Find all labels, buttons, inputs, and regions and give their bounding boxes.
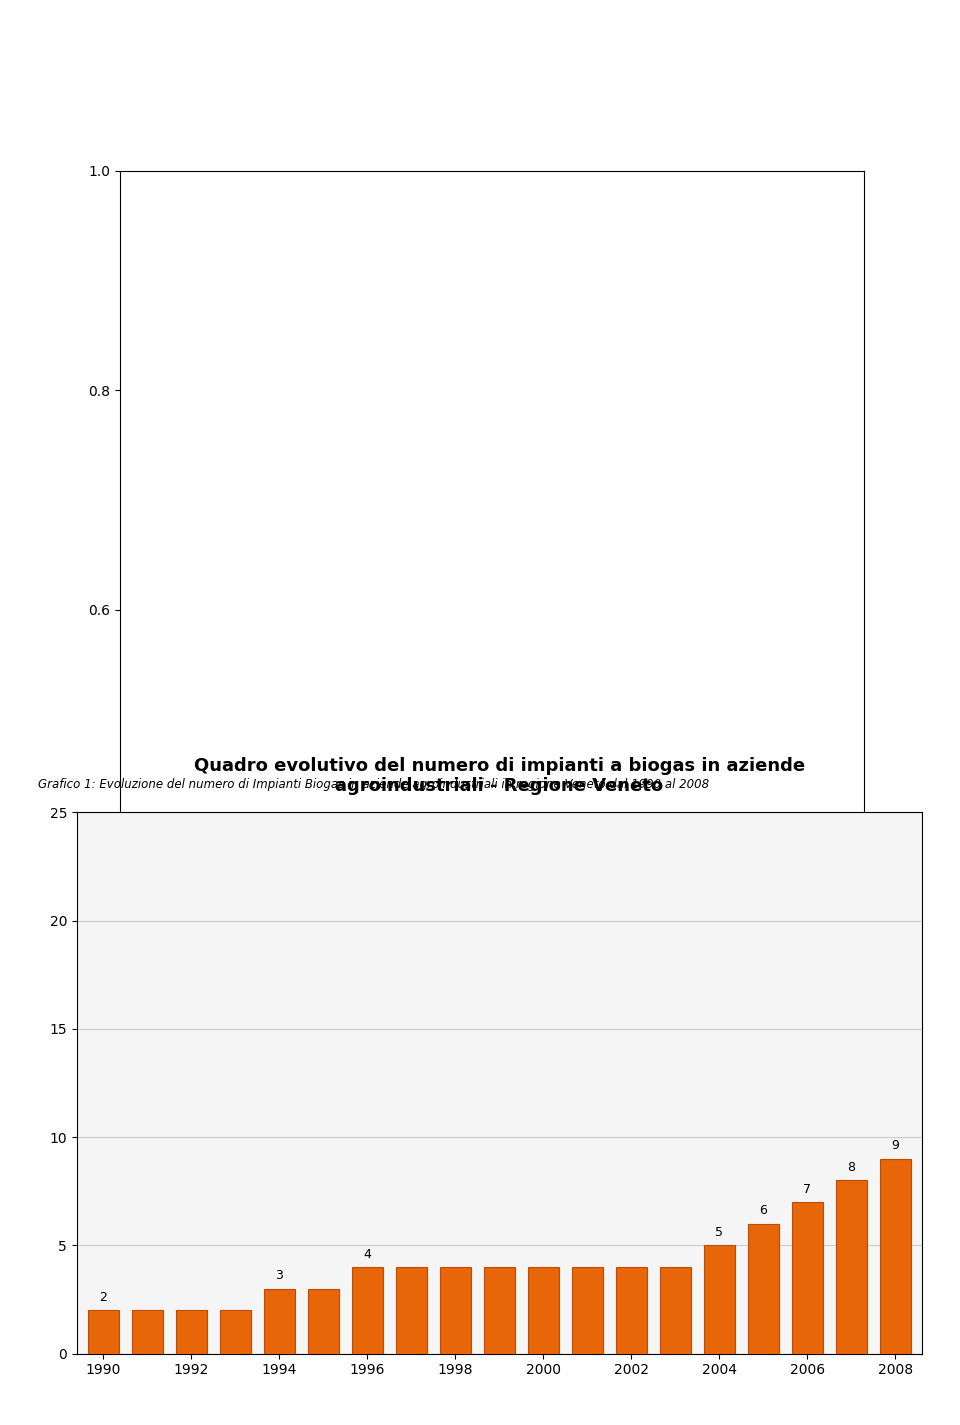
Text: 9: 9 (891, 1140, 900, 1153)
Bar (528, 1267, 559, 1354)
Bar (836, 1180, 867, 1354)
Bar (704, 1245, 734, 1354)
Text: 5: 5 (715, 1226, 723, 1238)
Bar (132, 1311, 162, 1354)
Title: Quadro evolutivo del numero di impianti a biogas in aziende
agroindustriali - Re: Quadro evolutivo del numero di impianti … (194, 757, 804, 795)
Text: 4: 4 (363, 1248, 372, 1261)
Bar (484, 1267, 515, 1354)
Text: 3: 3 (276, 1270, 283, 1282)
Bar (264, 1288, 295, 1354)
Bar (308, 1288, 339, 1354)
Text: 8: 8 (847, 1161, 855, 1174)
Text: 2: 2 (99, 1291, 108, 1304)
Bar (220, 1311, 251, 1354)
Bar (440, 1267, 470, 1354)
Bar (176, 1311, 206, 1354)
Bar (87, 1311, 119, 1354)
Text: Grafico 1: Evoluzione del numero di Impianti Biogas in aziende agroindustriali i: Grafico 1: Evoluzione del numero di Impi… (38, 778, 709, 791)
Bar (615, 1267, 647, 1354)
Bar (396, 1267, 426, 1354)
Bar (748, 1224, 779, 1354)
Bar (879, 1159, 911, 1354)
Bar (660, 1267, 690, 1354)
Bar (351, 1267, 383, 1354)
Bar (792, 1203, 823, 1354)
Text: 7: 7 (804, 1183, 811, 1196)
Bar (572, 1267, 603, 1354)
Text: 6: 6 (759, 1204, 767, 1217)
